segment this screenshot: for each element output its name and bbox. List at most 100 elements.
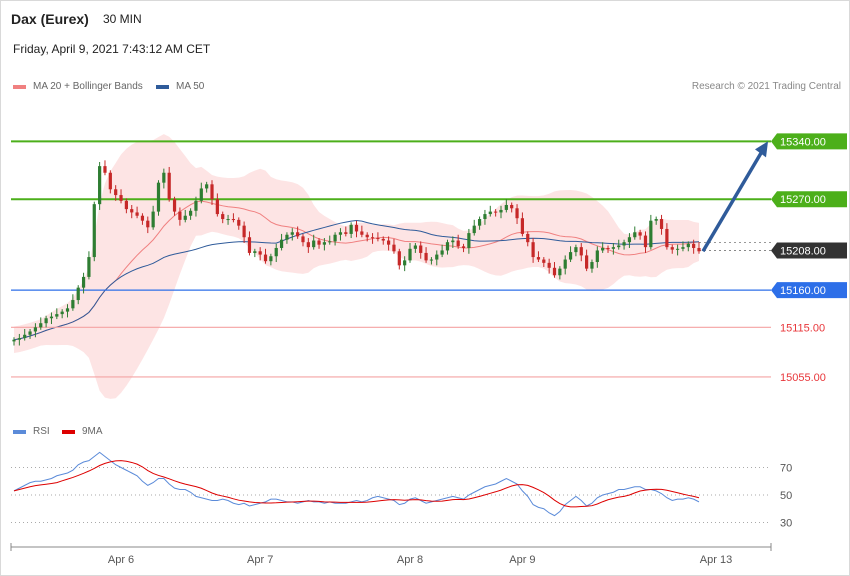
candle-body bbox=[483, 214, 487, 220]
candle-body bbox=[536, 257, 541, 260]
candle-body bbox=[55, 314, 59, 317]
candle-body bbox=[167, 172, 171, 200]
candle-body bbox=[28, 331, 32, 335]
level-tag-15270.00 bbox=[771, 191, 847, 208]
candle-body bbox=[643, 235, 648, 248]
rsi-9ma-line bbox=[13, 460, 700, 508]
x-tick-2: Apr 8 bbox=[397, 554, 423, 566]
level-tag-15208.00 bbox=[771, 242, 847, 259]
candle-body bbox=[247, 237, 252, 253]
candle-body bbox=[92, 204, 96, 258]
candle-body bbox=[194, 200, 198, 211]
level-label-15340.00: 15340.00 bbox=[780, 136, 826, 148]
candle-body bbox=[188, 210, 193, 216]
legend-9ma-swatch bbox=[62, 429, 75, 434]
candle-body bbox=[119, 195, 123, 201]
legend-9ma: 9MA bbox=[62, 426, 103, 437]
forecast-arrow bbox=[701, 141, 768, 253]
candle-body bbox=[65, 308, 70, 312]
candle-body bbox=[542, 259, 546, 263]
candle-body bbox=[130, 209, 134, 213]
timeframe-label[interactable]: 30 MIN bbox=[103, 12, 142, 26]
candle-body bbox=[301, 236, 305, 243]
bollinger-band bbox=[14, 134, 699, 399]
level-label-15208.00: 15208.00 bbox=[780, 245, 826, 257]
candle-body bbox=[210, 184, 214, 200]
candle-body bbox=[237, 219, 241, 226]
x-tick-3: Apr 9 bbox=[509, 554, 535, 566]
candle-body bbox=[263, 254, 268, 262]
candle-body bbox=[49, 316, 54, 319]
candle-body bbox=[178, 211, 182, 220]
candle-body bbox=[124, 200, 128, 210]
candle-body bbox=[387, 240, 391, 245]
candle-body bbox=[440, 250, 444, 255]
candle-body bbox=[381, 238, 385, 241]
candle-body bbox=[285, 234, 289, 240]
candle-body bbox=[242, 225, 246, 238]
candle-body bbox=[354, 224, 359, 232]
candle-body bbox=[510, 204, 514, 209]
forecast-arrow-shaft bbox=[701, 150, 764, 253]
moving-averages bbox=[13, 200, 700, 341]
forecast-arrow-head bbox=[755, 141, 768, 158]
candle-body bbox=[649, 220, 653, 248]
candle-body bbox=[579, 247, 583, 256]
candle-body bbox=[33, 327, 38, 332]
candle-body bbox=[328, 241, 332, 243]
candle-body bbox=[472, 225, 476, 234]
candle-body bbox=[44, 318, 48, 324]
level-label-15055.00: 15055.00 bbox=[780, 372, 826, 384]
candle-body bbox=[686, 243, 690, 248]
candle-body bbox=[76, 287, 80, 301]
candle-body bbox=[574, 247, 578, 253]
candle-body bbox=[477, 219, 482, 226]
candle-body bbox=[419, 245, 423, 253]
candle-body bbox=[659, 219, 664, 229]
candle-body bbox=[590, 262, 594, 269]
candle-body bbox=[563, 259, 567, 269]
candle-body bbox=[627, 237, 632, 243]
candle-body bbox=[146, 220, 150, 228]
candles bbox=[12, 160, 701, 346]
legend-ma50-swatch bbox=[156, 84, 169, 89]
candle-body bbox=[697, 247, 701, 252]
datetime-label: Friday, April 9, 2021 7:43:12 AM CET bbox=[13, 42, 211, 56]
candle-body bbox=[258, 251, 262, 255]
candle-body bbox=[349, 224, 353, 234]
candle-body bbox=[670, 247, 674, 250]
legend-ma20-label: MA 20 + Bollinger Bands bbox=[33, 81, 143, 92]
candle-body bbox=[360, 231, 364, 235]
level-label-15115.00: 15115.00 bbox=[780, 322, 825, 334]
legend-ma50-label: MA 50 bbox=[176, 81, 205, 92]
candle-body bbox=[108, 172, 112, 190]
level-labels: 15340.00 15270.00 15208.00 15160.00 15115.00… bbox=[771, 133, 847, 384]
legend-ma20-swatch bbox=[13, 84, 26, 89]
legend-ma20: MA 20 + Bollinger Bands bbox=[13, 81, 143, 92]
rsi-panel: 70 50 30 bbox=[11, 451, 792, 530]
candle-body bbox=[183, 215, 187, 220]
candle-body bbox=[681, 247, 685, 249]
candle-body bbox=[338, 232, 343, 235]
candle-body bbox=[617, 245, 621, 248]
candle-body bbox=[654, 219, 658, 221]
candle-body bbox=[520, 218, 525, 234]
level-tag-15160.00 bbox=[771, 282, 847, 299]
candle-body bbox=[81, 276, 86, 288]
candle-body bbox=[494, 211, 498, 213]
candle-body bbox=[103, 166, 107, 173]
candle-body bbox=[98, 166, 102, 205]
candle-body bbox=[499, 209, 503, 213]
candle-body bbox=[312, 240, 316, 248]
candle-body bbox=[269, 256, 273, 262]
candle-body bbox=[665, 228, 669, 248]
candle-body bbox=[675, 248, 680, 250]
candle-body bbox=[162, 172, 166, 183]
rsi-line bbox=[13, 451, 700, 517]
candle-body bbox=[595, 250, 599, 263]
candle-body bbox=[456, 240, 460, 247]
legend-9ma-label: 9MA bbox=[82, 426, 103, 437]
candle-body bbox=[558, 268, 562, 276]
candle-body bbox=[568, 252, 573, 260]
candle-body bbox=[397, 251, 401, 266]
